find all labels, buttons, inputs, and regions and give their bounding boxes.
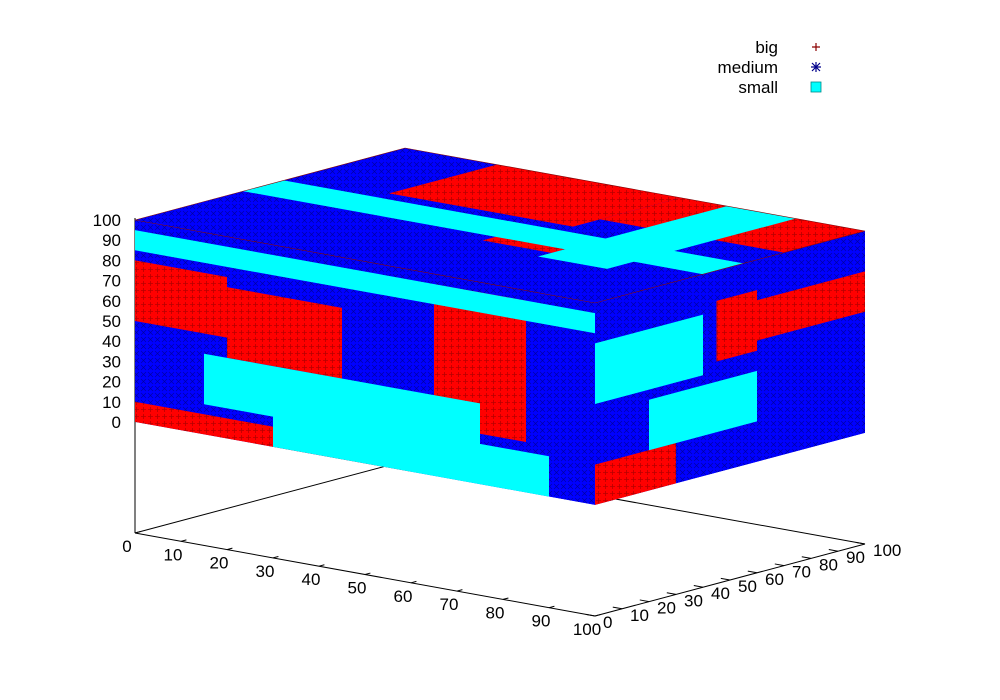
y-tick-mark [639,599,650,603]
x-tick-label: 70 [440,595,459,614]
z-tick-label: 60 [102,292,121,311]
x-tick-mark [548,605,555,609]
z-tick-label: 20 [102,373,121,392]
x-tick-label: 50 [348,579,367,598]
y-tick-label: 50 [738,577,757,596]
x-tick-mark [180,539,187,542]
y-tick-mark [693,585,704,588]
y-tick-mark [828,549,839,552]
y-tick-label: 100 [873,541,901,560]
y-tick-label: 10 [630,606,649,625]
floor-axis-y-back [134,460,406,534]
x-tick-mark [272,555,279,559]
y-tick-label: 0 [603,613,612,632]
x-tick-label: 30 [256,562,275,581]
z-tick-label: 90 [102,231,121,250]
voxel-region-small-1 [273,406,549,497]
z-tick-label: 0 [112,413,121,432]
y-tick-label: 70 [792,563,811,582]
z-tick-label: 50 [102,312,121,331]
legend-star-marker [811,62,821,72]
voxel-region-small-2 [135,230,595,334]
voxel-region-small-4 [538,206,796,269]
x-tick-label: 40 [302,570,321,589]
cube-top-outline [134,147,866,304]
y-tick-label: 20 [657,599,676,618]
voxel-region-big-9 [757,271,865,341]
z-tick-label: 40 [102,332,121,351]
cube-top-face [135,148,865,303]
z-tick-label: 100 [93,211,121,230]
z-tick-label: 80 [102,251,121,270]
voxel-region-big-1 [227,287,342,379]
voxel-region-big-8 [716,290,757,362]
z-tick-label: 10 [102,393,121,412]
cube-right-face [595,231,865,505]
y-tick-mark [801,556,812,559]
x-tick-mark [456,589,463,592]
x-tick-mark [502,597,509,600]
y-tick-mark [666,592,677,595]
y-tick-mark [720,577,731,581]
voxel-region-big-3 [135,260,227,338]
x-tick-mark [226,547,233,551]
y-tick-mark [612,606,623,610]
x-tick-mark [410,580,417,584]
y-tick-label: 90 [846,548,865,567]
tick-labels: 0 10 20 30 40 50 60 70 80 90 100 0 10 20 30 40 50 60 70 80 9… [93,211,902,639]
legend-plus-marker [812,43,820,51]
x-tick-label: 0 [122,537,131,556]
x-tick-mark [318,564,325,567]
voxel-region-big-5 [389,164,681,227]
x-tick-label: 100 [573,620,601,639]
y-tick-mark [855,541,866,545]
x-tick-label: 20 [210,554,229,573]
legend-label-big: big [755,38,778,57]
cube-front-face [135,220,595,505]
y-tick-mark [774,563,785,567]
x-tick-mark [364,572,371,575]
voxel-region-big-7 [595,443,676,505]
x-tick-label: 80 [486,603,505,622]
legend-square-marker [810,81,822,93]
voxel-region-small-0 [204,353,480,454]
voxel-cube [134,147,866,505]
x-tick-mark [134,531,141,534]
x-tick-label: 60 [394,587,413,606]
y-tick-label: 40 [711,584,730,603]
y-tick-mark [585,613,596,617]
y-tick-label: 30 [684,591,703,610]
y-tick-label: 80 [819,555,838,574]
z-tick-label: 30 [102,352,121,371]
x-tick-label: 10 [164,545,183,564]
x-tick-mark [594,614,601,617]
y-tick-mark [747,570,758,574]
legend-label-small: small [738,78,778,97]
y-tick-label: 60 [765,570,784,589]
voxel-region-small-5 [595,314,703,404]
z-tick-label: 70 [102,272,121,291]
x-tick-label: 90 [532,612,551,631]
voxel-region-small-6 [649,370,757,451]
legend-label-medium: medium [718,58,778,77]
